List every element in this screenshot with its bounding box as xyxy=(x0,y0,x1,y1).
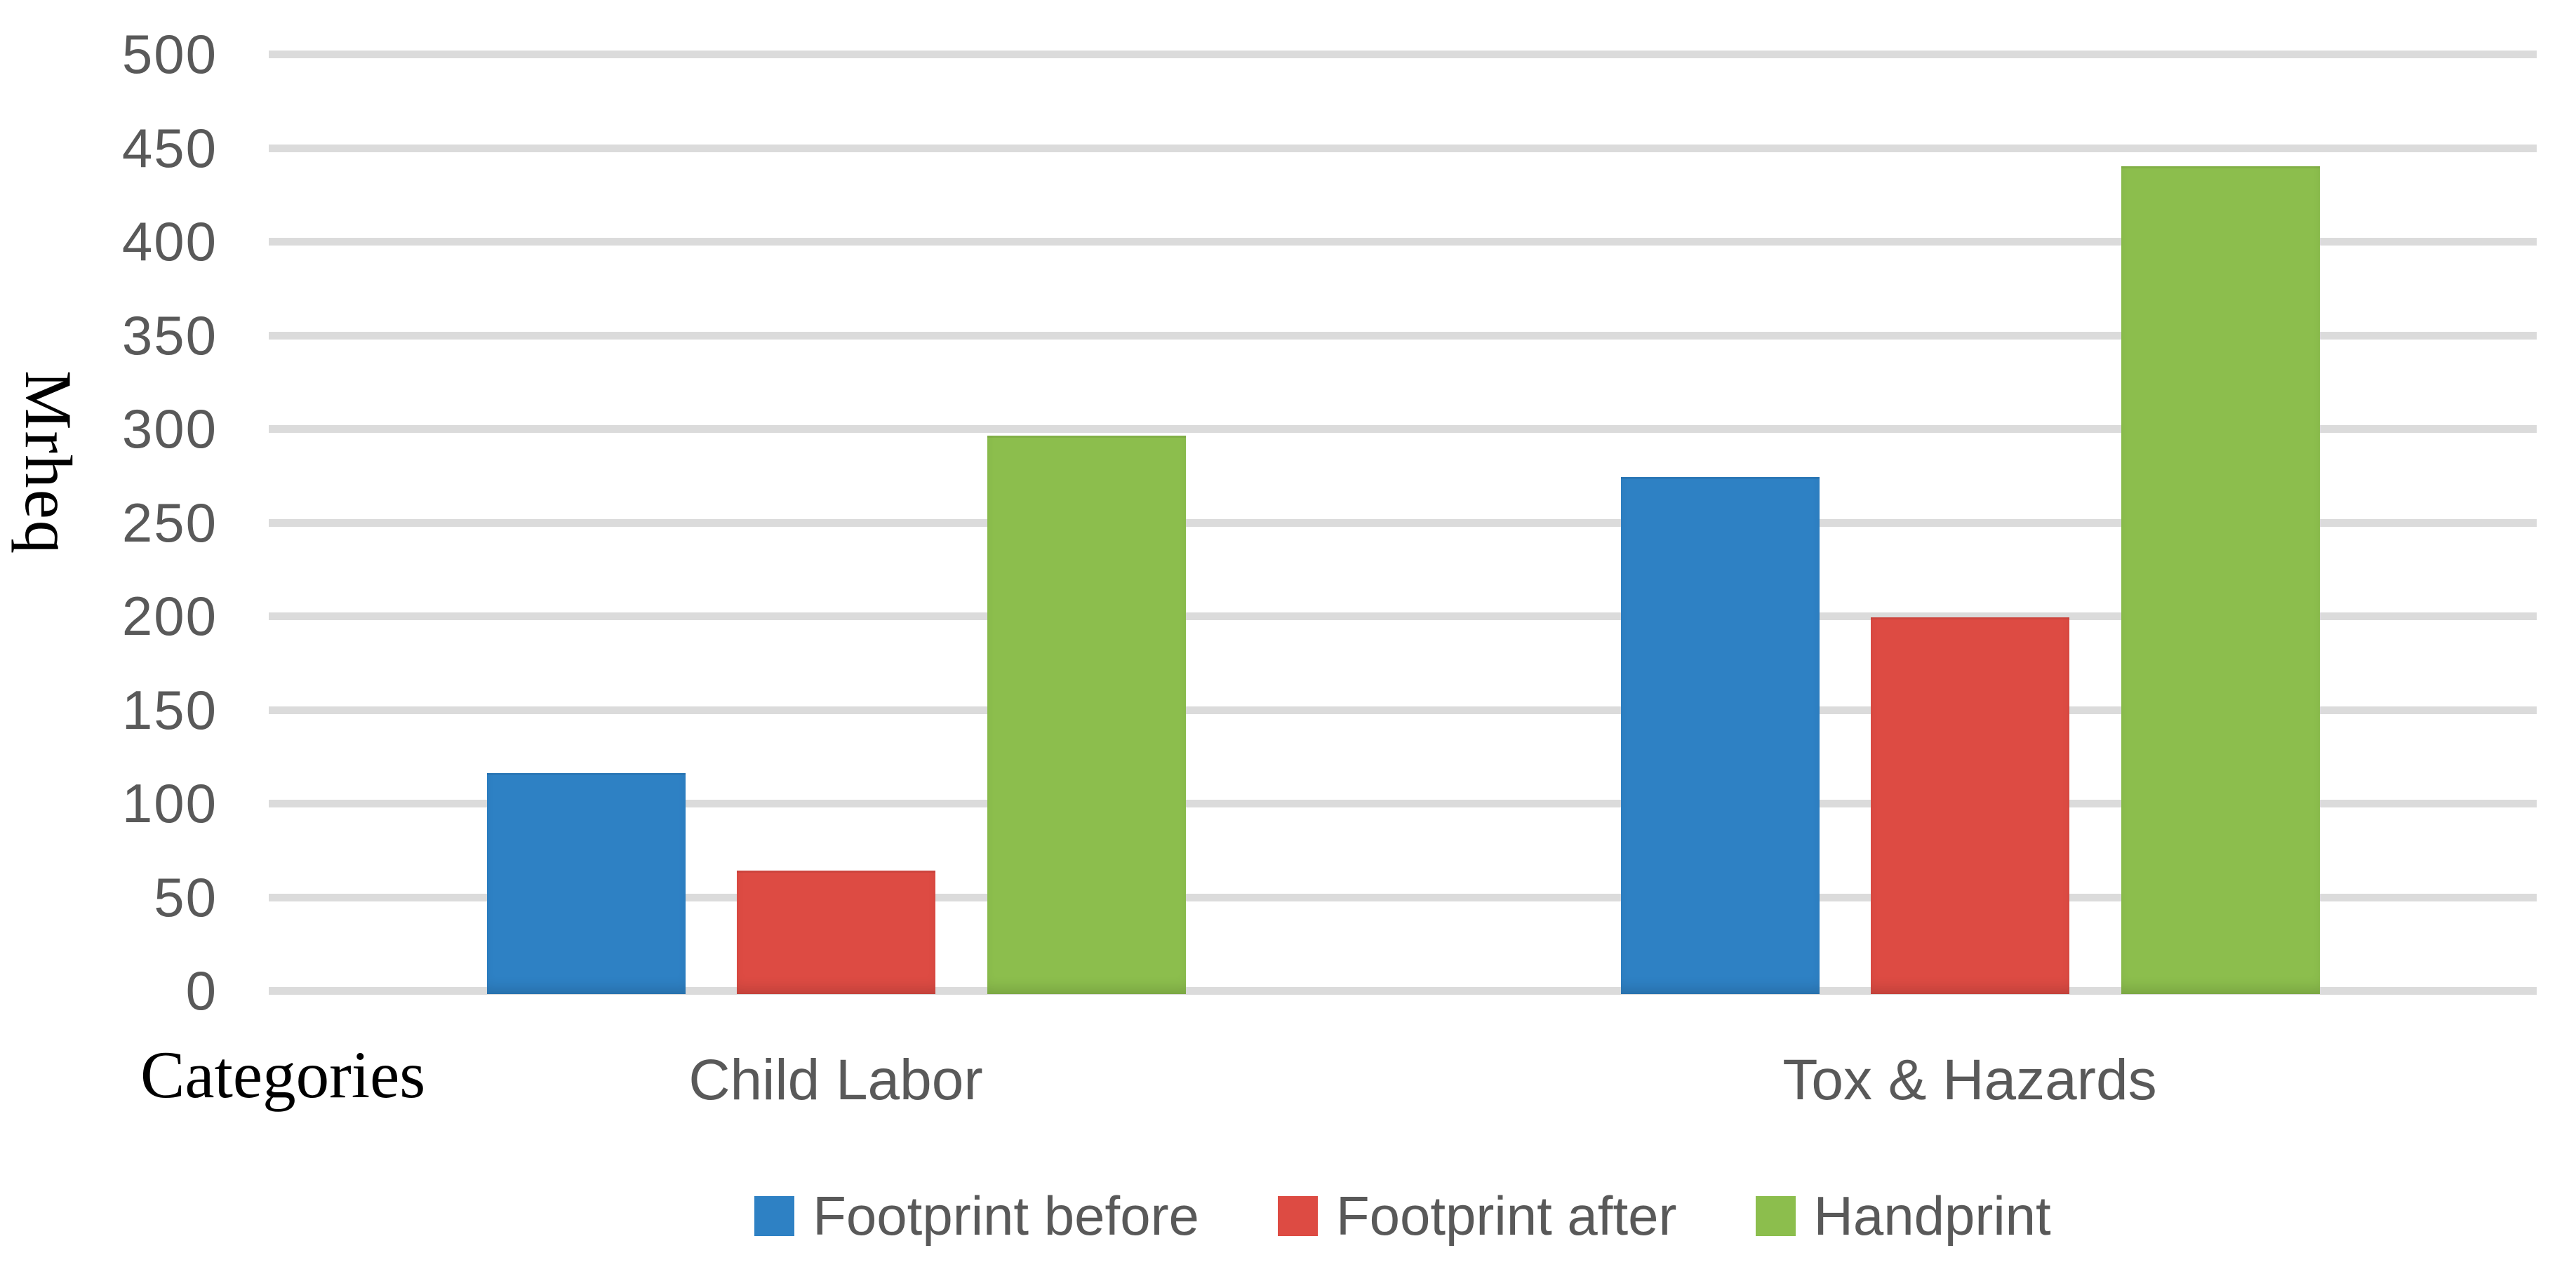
legend-item-footprint-after: Footprint after xyxy=(1277,1184,1677,1247)
legend-label: Footprint after xyxy=(1335,1185,1677,1247)
y-tick-label-500: 500 xyxy=(121,23,218,85)
legend-swatch-icon xyxy=(754,1195,795,1236)
gridline-200 xyxy=(269,612,2537,620)
bar-handprint-tox-hazards xyxy=(2121,166,2320,994)
legend: Footprint before Footprint after Handprint xyxy=(269,1184,2537,1247)
legend-item-footprint-before: Footprint before xyxy=(754,1184,1199,1247)
gridline-150 xyxy=(269,706,2537,714)
gridline-50 xyxy=(269,893,2537,901)
bar-handprint-child-labor xyxy=(987,436,1186,994)
y-tick-label-250: 250 xyxy=(121,491,218,554)
y-tick-label-0: 0 xyxy=(185,960,218,1021)
gridline-450 xyxy=(269,144,2537,152)
y-tick-label-100: 100 xyxy=(121,772,218,834)
plot-area xyxy=(269,51,2537,995)
legend-label: Handprint xyxy=(1813,1185,2051,1247)
bar-footprint-before-tox-hazards xyxy=(1620,477,1820,994)
gridline-350 xyxy=(269,331,2537,340)
category-label-child-labor: Child Labor xyxy=(688,1048,983,1112)
y-tick-label-150: 150 xyxy=(121,678,218,741)
y-tick-label-50: 50 xyxy=(154,866,218,928)
y-axis-title: Mrheq xyxy=(11,370,86,556)
bar-footprint-after-tox-hazards xyxy=(1870,617,2069,994)
y-tick-label-350: 350 xyxy=(121,304,218,366)
y-tick-label-300: 300 xyxy=(121,398,218,459)
category-label-tox-hazards: Tox & Hazards xyxy=(1782,1048,2157,1112)
gridline-300 xyxy=(269,425,2537,433)
gridline-500 xyxy=(269,51,2537,58)
x-axis-title: Categories xyxy=(140,1038,426,1112)
legend-item-handprint: Handprint xyxy=(1755,1184,2051,1247)
gridline-0 xyxy=(269,987,2537,995)
legend-swatch-icon xyxy=(1755,1195,1796,1236)
bar-footprint-before-child-labor xyxy=(486,772,686,994)
gridline-400 xyxy=(269,238,2537,246)
gridline-250 xyxy=(269,518,2537,527)
y-tick-label-400: 400 xyxy=(121,210,218,272)
bar-footprint-after-child-labor xyxy=(736,870,935,994)
y-tick-label-450: 450 xyxy=(121,116,218,179)
y-tick-label-200: 200 xyxy=(121,585,218,647)
gridline-100 xyxy=(269,800,2537,807)
legend-swatch-icon xyxy=(1277,1195,1318,1236)
legend-label: Footprint before xyxy=(813,1185,1199,1247)
